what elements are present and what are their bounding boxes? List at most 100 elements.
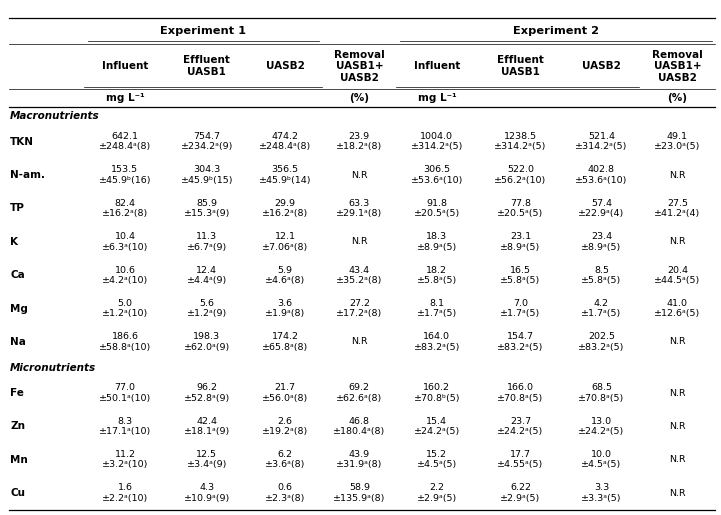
Text: 6.22
±2.9ᵃ(5): 6.22 ±2.9ᵃ(5) (500, 484, 541, 503)
Text: 642.1
±248.4ᵃ(8): 642.1 ±248.4ᵃ(8) (99, 132, 151, 151)
Text: N.R: N.R (669, 237, 686, 246)
Text: N-am.: N-am. (10, 170, 45, 180)
Text: 91.8
±20.5ᵃ(5): 91.8 ±20.5ᵃ(5) (414, 199, 460, 218)
Text: 12.1
±7.06ᵃ(8): 12.1 ±7.06ᵃ(8) (262, 232, 309, 251)
Text: 5.0
±1.2ᵃ(10): 5.0 ±1.2ᵃ(10) (102, 299, 148, 318)
Text: 174.2
±65.8ᵃ(8): 174.2 ±65.8ᵃ(8) (262, 332, 309, 352)
Text: 23.4
±8.9ᵃ(5): 23.4 ±8.9ᵃ(5) (581, 232, 622, 251)
Text: Mn: Mn (10, 455, 28, 465)
Text: 11.2
±3.2ᵃ(10): 11.2 ±3.2ᵃ(10) (102, 450, 149, 470)
Text: 41.0
±12.6ᵃ(5): 41.0 ±12.6ᵃ(5) (654, 299, 700, 318)
Text: (%): (%) (350, 93, 369, 103)
Text: 10.4
±6.3ᵃ(10): 10.4 ±6.3ᵃ(10) (102, 232, 149, 251)
Text: 12.4
±4.4ᵃ(9): 12.4 ±4.4ᵃ(9) (187, 266, 227, 285)
Text: UASB2: UASB2 (266, 61, 305, 71)
Text: N.R: N.R (669, 489, 686, 497)
Text: 8.5
±5.8ᵃ(5): 8.5 ±5.8ᵃ(5) (581, 266, 622, 285)
Text: N.R: N.R (669, 455, 686, 465)
Text: N.R: N.R (669, 337, 686, 347)
Text: 82.4
±16.2ᵃ(8): 82.4 ±16.2ᵃ(8) (102, 199, 148, 218)
Text: Effluent
UASB1: Effluent UASB1 (183, 55, 230, 77)
Text: K: K (10, 237, 18, 247)
Text: Cu: Cu (10, 488, 25, 498)
Text: 6.2
±3.6ᵃ(8): 6.2 ±3.6ᵃ(8) (265, 450, 306, 470)
Text: 18.2
±5.8ᵃ(5): 18.2 ±5.8ᵃ(5) (417, 266, 457, 285)
Text: 1.6
±2.2ᵃ(10): 1.6 ±2.2ᵃ(10) (102, 484, 148, 503)
Text: 49.1
±23.0ᵃ(5): 49.1 ±23.0ᵃ(5) (654, 132, 701, 151)
Text: 16.5
±5.8ᵃ(5): 16.5 ±5.8ᵃ(5) (500, 266, 541, 285)
Text: 42.4
±18.1ᵃ(9): 42.4 ±18.1ᵃ(9) (184, 417, 230, 436)
Text: 153.5
±45.9ᵇ(16): 153.5 ±45.9ᵇ(16) (99, 165, 151, 185)
Text: 1238.5
±314.2ᵃ(5): 1238.5 ±314.2ᵃ(5) (495, 132, 547, 151)
Text: 3.6
±1.9ᵃ(8): 3.6 ±1.9ᵃ(8) (265, 299, 306, 318)
Text: 46.8
±180.4ᵃ(8): 46.8 ±180.4ᵃ(8) (333, 417, 386, 436)
Text: 522.0
±56.2ᵃ(10): 522.0 ±56.2ᵃ(10) (495, 165, 547, 185)
Text: 15.2
±4.5ᵃ(5): 15.2 ±4.5ᵃ(5) (417, 450, 457, 470)
Text: 12.5
±3.4ᵃ(9): 12.5 ±3.4ᵃ(9) (187, 450, 227, 470)
Text: 58.9
±135.9ᵃ(8): 58.9 ±135.9ᵃ(8) (333, 484, 386, 503)
Text: Influent: Influent (414, 61, 460, 71)
Text: Fe: Fe (10, 388, 24, 398)
Text: Macronutrients: Macronutrients (10, 111, 99, 121)
Text: N.R: N.R (351, 337, 368, 347)
Text: 29.9
±16.2ᵃ(8): 29.9 ±16.2ᵃ(8) (262, 199, 309, 218)
Text: 4.2
±1.7ᵃ(5): 4.2 ±1.7ᵃ(5) (581, 299, 622, 318)
Text: 27.5
±41.2ᵃ(4): 27.5 ±41.2ᵃ(4) (654, 199, 700, 218)
Text: 77.8
±20.5ᵃ(5): 77.8 ±20.5ᵃ(5) (497, 199, 544, 218)
Text: 202.5
±83.2ᵃ(5): 202.5 ±83.2ᵃ(5) (578, 332, 624, 352)
Text: 7.0
±1.7ᵃ(5): 7.0 ±1.7ᵃ(5) (500, 299, 541, 318)
Text: 63.3
±29.1ᵃ(8): 63.3 ±29.1ᵃ(8) (336, 199, 382, 218)
Text: 154.7
±83.2ᵃ(5): 154.7 ±83.2ᵃ(5) (497, 332, 544, 352)
Text: 0.6
±2.3ᵃ(8): 0.6 ±2.3ᵃ(8) (265, 484, 306, 503)
Text: 198.3
±62.0ᵃ(9): 198.3 ±62.0ᵃ(9) (184, 332, 230, 352)
Text: 20.4
±44.5ᵃ(5): 20.4 ±44.5ᵃ(5) (654, 266, 700, 285)
Text: Removal
UASB1+
UASB2: Removal UASB1+ UASB2 (334, 49, 385, 83)
Text: 10.0
±4.5ᵃ(5): 10.0 ±4.5ᵃ(5) (581, 450, 622, 470)
Text: 8.1
±1.7ᵃ(5): 8.1 ±1.7ᵃ(5) (417, 299, 457, 318)
Text: 5.6
±1.2ᵃ(9): 5.6 ±1.2ᵃ(9) (187, 299, 227, 318)
Text: 402.8
±53.6ᵃ(10): 402.8 ±53.6ᵃ(10) (575, 165, 628, 185)
Text: 304.3
±45.9ᵇ(15): 304.3 ±45.9ᵇ(15) (180, 165, 233, 185)
Text: 521.4
±314.2ᵃ(5): 521.4 ±314.2ᵃ(5) (575, 132, 628, 151)
Text: 43.9
±31.9ᵃ(8): 43.9 ±31.9ᵃ(8) (336, 450, 383, 470)
Text: 8.3
±17.1ᵃ(10): 8.3 ±17.1ᵃ(10) (99, 417, 151, 436)
Text: 18.3
±8.9ᵃ(5): 18.3 ±8.9ᵃ(5) (417, 232, 457, 251)
Text: Effluent
UASB1: Effluent UASB1 (497, 55, 544, 77)
Text: 754.7
±234.2ᵃ(9): 754.7 ±234.2ᵃ(9) (181, 132, 233, 151)
Text: UASB2: UASB2 (582, 61, 621, 71)
Text: TP: TP (10, 203, 25, 214)
Text: mg L⁻¹: mg L⁻¹ (106, 93, 144, 103)
Text: TKN: TKN (10, 136, 34, 147)
Text: 2.6
±19.2ᵃ(8): 2.6 ±19.2ᵃ(8) (262, 417, 309, 436)
Text: 43.4
±35.2ᵃ(8): 43.4 ±35.2ᵃ(8) (336, 266, 383, 285)
Text: 2.2
±2.9ᵃ(5): 2.2 ±2.9ᵃ(5) (417, 484, 457, 503)
Text: 27.2
±17.2ᵃ(8): 27.2 ±17.2ᵃ(8) (336, 299, 382, 318)
Text: 164.0
±83.2ᵃ(5): 164.0 ±83.2ᵃ(5) (414, 332, 460, 352)
Text: 23.9
±18.2ᵃ(8): 23.9 ±18.2ᵃ(8) (336, 132, 382, 151)
Text: Removal
UASB1+
UASB2: Removal UASB1+ UASB2 (652, 49, 703, 83)
Text: 57.4
±22.9ᵃ(4): 57.4 ±22.9ᵃ(4) (578, 199, 624, 218)
Text: N.R: N.R (669, 388, 686, 398)
Text: 306.5
±53.6ᵃ(10): 306.5 ±53.6ᵃ(10) (411, 165, 463, 185)
Text: N.R: N.R (351, 237, 368, 246)
Text: Na: Na (10, 337, 26, 347)
Text: 166.0
±70.8ᵃ(5): 166.0 ±70.8ᵃ(5) (497, 383, 544, 403)
Text: Experiment 2: Experiment 2 (513, 26, 599, 36)
Text: 68.5
±70.8ᵃ(5): 68.5 ±70.8ᵃ(5) (578, 383, 624, 403)
Text: 186.6
±58.8ᵃ(10): 186.6 ±58.8ᵃ(10) (99, 332, 151, 352)
Text: 3.3
±3.3ᵃ(5): 3.3 ±3.3ᵃ(5) (581, 484, 622, 503)
Text: Zn: Zn (10, 421, 25, 432)
Text: (%): (%) (668, 93, 687, 103)
Text: 11.3
±6.7ᵃ(9): 11.3 ±6.7ᵃ(9) (187, 232, 227, 251)
Text: N.R: N.R (669, 170, 686, 180)
Text: N.R: N.R (351, 170, 368, 180)
Text: 10.6
±4.2ᵃ(10): 10.6 ±4.2ᵃ(10) (102, 266, 148, 285)
Text: Experiment 1: Experiment 1 (160, 26, 247, 36)
Text: 85.9
±15.3ᵃ(9): 85.9 ±15.3ᵃ(9) (184, 199, 230, 218)
Text: 5.9
±4.6ᵃ(8): 5.9 ±4.6ᵃ(8) (265, 266, 306, 285)
Text: mg L⁻¹: mg L⁻¹ (417, 93, 456, 103)
Text: 474.2
±248.4ᵃ(8): 474.2 ±248.4ᵃ(8) (259, 132, 311, 151)
Text: Micronutrients: Micronutrients (10, 363, 96, 372)
Text: Ca: Ca (10, 270, 25, 280)
Text: 13.0
±24.2ᵃ(5): 13.0 ±24.2ᵃ(5) (578, 417, 624, 436)
